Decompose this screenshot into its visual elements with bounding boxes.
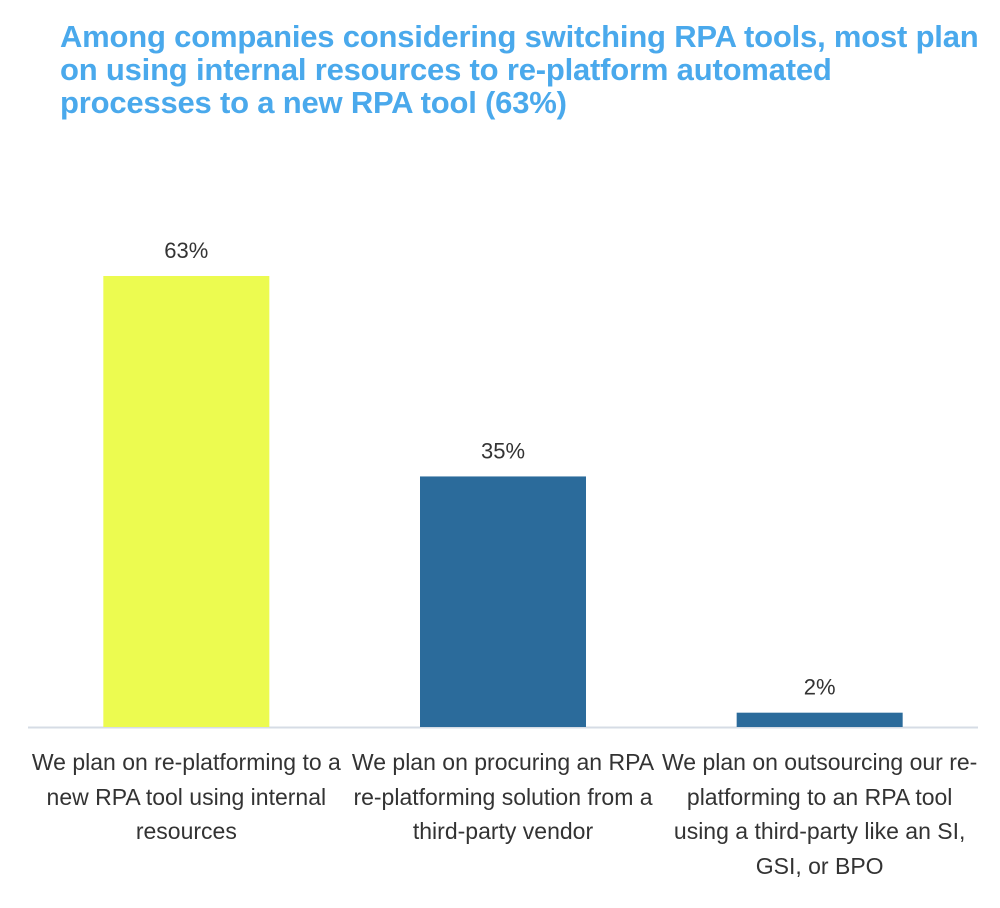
data-label-1: 63% bbox=[164, 238, 208, 263]
bar-3 bbox=[736, 712, 903, 727]
bar-1 bbox=[103, 276, 270, 727]
data-label-2: 35% bbox=[481, 438, 525, 463]
category-label-1: We plan on re-platforming to a new RPA t… bbox=[31, 749, 341, 844]
category-label-2: We plan on procuring an RPA re-platformi… bbox=[351, 749, 655, 844]
bar-2 bbox=[420, 476, 586, 727]
chart-title: Among companies considering switching RP… bbox=[60, 19, 979, 120]
category-label-3: We plan on outsourcing our re-platformin… bbox=[661, 749, 978, 879]
data-label-3: 2% bbox=[804, 675, 836, 700]
